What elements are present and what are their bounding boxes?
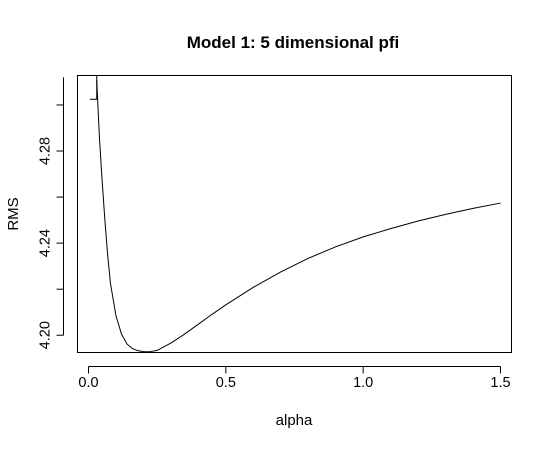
y-axis-label: RMS <box>5 197 22 230</box>
chart-title: Model 1: 5 dimensional pfi <box>187 33 400 52</box>
plot-area <box>89 75 501 353</box>
x-tick-label: 1.5 <box>490 375 510 391</box>
series-line-0 <box>96 80 501 353</box>
series-annotation-line <box>89 75 98 100</box>
y-tick-label: 4.28 <box>38 137 54 165</box>
y-tick-label: 4.20 <box>38 321 54 349</box>
x-tick-label: 1.0 <box>353 375 373 391</box>
plot-frame <box>77 75 512 353</box>
x-tick-label: 0.5 <box>216 375 236 391</box>
x-axis-label: alpha <box>276 412 313 429</box>
y-tick-label: 4.24 <box>38 229 54 257</box>
x-axis: 0.0 0.5 1.0 1.5 <box>78 366 511 391</box>
x-tick-label: 0.0 <box>78 375 98 391</box>
y-axis: 4.20 4.24 4.28 <box>38 77 64 349</box>
